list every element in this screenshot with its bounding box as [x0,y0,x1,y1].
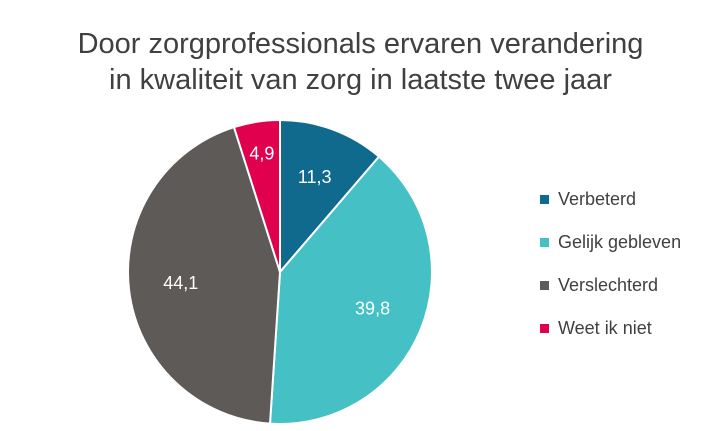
legend-item-gelijk-gebleven: Gelijk gebleven [540,231,681,253]
legend-swatch-gelijk-gebleven [540,237,549,247]
legend-label-weet-ik-niet: Weet ik niet [558,317,652,338]
chart-title-line-2: in kwaliteit van zorg in laatste twee ja… [109,64,612,96]
legend: Verbeterd Gelijk gebleven Verslechterd W… [540,188,681,360]
pie-slice-verbeterd [279,118,381,275]
legend-label-verslechterd: Verslechterd [558,274,659,295]
pie-slice-weet-ik-niet [232,118,281,273]
pie-slice-gelijk-gebleven [268,155,433,425]
pie-slice-verslechterd [127,125,282,425]
legend-item-verslechterd: Verslechterd [540,274,681,296]
slice-label-weet-ik-niet: 4,9 [249,144,274,164]
legend-item-verbeterd: Verbeterd [540,188,681,210]
slice-label-verslechterd: 44,1 [163,273,198,293]
chart-title-line-1: Door zorgprofessionals ervaren veranderi… [77,28,644,60]
legend-label-verbeterd: Verbeterd [558,188,637,209]
legend-swatch-weet-ik-niet [540,323,549,333]
legend-item-weet-ik-niet: Weet ik niet [540,317,681,339]
legend-swatch-verbeterd [540,194,549,204]
slice-label-gelijk-gebleven: 39,8 [355,299,390,319]
legend-label-gelijk-gebleven: Gelijk gebleven [558,231,682,252]
legend-swatch-verslechterd [540,280,549,290]
slice-label-verbeterd: 11,3 [298,167,332,187]
chart-title: Door zorgprofessionals ervaren veranderi… [0,26,721,98]
